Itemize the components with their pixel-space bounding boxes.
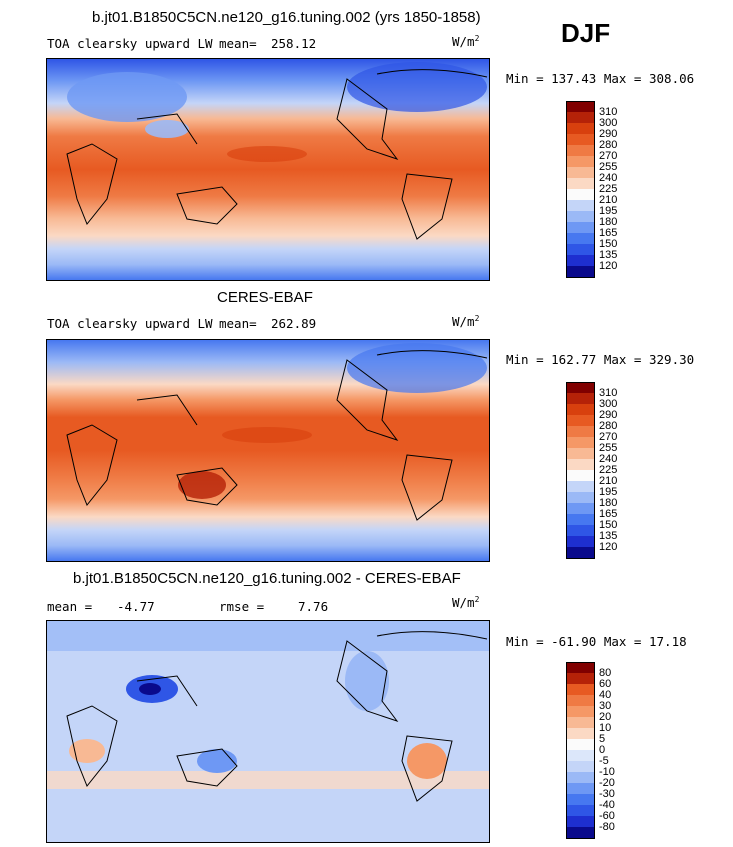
colorbar-tick-label: 225 xyxy=(599,464,618,476)
colorbar-tick-label: 10 xyxy=(599,722,612,734)
panel-1-min-max: Min = 137.43 Max = 308.06 xyxy=(506,71,695,86)
colorbar-tick-label: 240 xyxy=(599,172,618,184)
colorbar-tick-label: -30 xyxy=(599,788,615,800)
colorbar-tick-label: 225 xyxy=(599,183,618,195)
colorbar-tick-label: 120 xyxy=(599,541,618,553)
colorbar-box xyxy=(566,547,595,559)
panel-3-colorbar: 80 60 40 30 20 10 5 0 -5 -10 -20 -30 -40 -60 -80 xyxy=(566,662,686,839)
colorbar-tick-label: 120 xyxy=(599,260,618,272)
panel-1-mean-label: mean= xyxy=(219,36,257,51)
panel-2-subtitle: TOA clearsky upward LW xyxy=(47,316,213,331)
colorbar-tick-label: 180 xyxy=(599,497,618,509)
panel-1-heading: b.jt01.B1850C5CN.ne120_g16.tuning.002 (y… xyxy=(92,9,481,26)
panel-2-units: W/m2 xyxy=(452,314,480,330)
colorbar-tick-label: 150 xyxy=(599,519,618,531)
colorbar-tick-label: 135 xyxy=(599,530,618,542)
colorbar-box xyxy=(566,266,595,278)
panel-3-min-max: Min = -61.90 Max = 17.18 xyxy=(506,634,687,649)
panel-1-mean-value: 258.12 xyxy=(271,36,317,51)
colorbar-tick-label: -5 xyxy=(599,755,609,767)
panel-1-map-svg xyxy=(47,59,489,280)
colorbar-tick-label: -20 xyxy=(599,777,615,789)
colorbar-tick-label: 20 xyxy=(599,711,612,723)
panel-3-mean-label: mean = xyxy=(47,599,93,614)
colorbar-tick-label: 60 xyxy=(599,678,612,690)
colorbar-tick-label: 270 xyxy=(599,431,618,443)
colorbar-tick-label: 210 xyxy=(599,194,618,206)
colorbar-tick-label: 310 xyxy=(599,106,618,118)
colorbar-tick-label: -40 xyxy=(599,799,615,811)
colorbar-tick-label: 240 xyxy=(599,453,618,465)
colorbar-tick-label: 210 xyxy=(599,475,618,487)
panel-3-map xyxy=(46,620,490,843)
colorbar-tick-label: 300 xyxy=(599,398,618,410)
panel-2-min-max: Min = 162.77 Max = 329.30 xyxy=(506,352,695,367)
colorbar-tick-label: -80 xyxy=(599,821,615,833)
panel-1-units: W/m2 xyxy=(452,34,480,50)
panel-2-map-svg xyxy=(47,340,489,561)
colorbar-tick-label: 195 xyxy=(599,486,618,498)
panel-3-rmse-value: 7.76 xyxy=(298,599,329,614)
colorbar-tick-label: 30 xyxy=(599,700,612,712)
panel-2-mean-value: 262.89 xyxy=(271,316,317,331)
colorbar-tick-label: 270 xyxy=(599,150,618,162)
colorbar-tick-label: 255 xyxy=(599,442,618,454)
panel-3-mean-value: -4.77 xyxy=(117,599,155,614)
colorbar-tick-label: 5 xyxy=(599,733,606,745)
colorbar-tick-label: 280 xyxy=(599,139,618,151)
colorbar-tick-label: 290 xyxy=(599,409,618,421)
colorbar-tick-label: 300 xyxy=(599,117,618,129)
panel-3-units: W/m2 xyxy=(452,595,480,611)
colorbar-tick-label: -10 xyxy=(599,766,615,778)
colorbar-box xyxy=(566,827,595,839)
colorbar-tick-label: 150 xyxy=(599,238,618,250)
colorbar-tick-label: 255 xyxy=(599,161,618,173)
panel-1-subtitle: TOA clearsky upward LW xyxy=(47,36,213,51)
colorbar-tick-label: 165 xyxy=(599,508,618,520)
colorbar-tick-label: 180 xyxy=(599,216,618,228)
panel-1-colorbar: 310 300 290 280 270 255 240 225 210 195 180 165 150 1… xyxy=(566,101,686,278)
colorbar-tick-label: -60 xyxy=(599,810,615,822)
colorbar-tick-label: 195 xyxy=(599,205,618,217)
colorbar-tick-label: 80 xyxy=(599,667,612,679)
panel-3-map-svg xyxy=(47,621,489,842)
panel-2-colorbar: 310 300 290 280 270 255 240 225 210 195 180 165 150 1… xyxy=(566,382,686,559)
panel-3-heading: b.jt01.B1850C5CN.ne120_g16.tuning.002 - … xyxy=(73,570,461,587)
colorbar-tick-label: 165 xyxy=(599,227,618,239)
panel-2-heading: CERES-EBAF xyxy=(217,289,313,306)
panel-2-mean-label: mean= xyxy=(219,316,257,331)
panel-3-rmse-label: rmse = xyxy=(219,599,265,614)
colorbar-tick-label: 290 xyxy=(599,128,618,140)
colorbar-tick-label: 280 xyxy=(599,420,618,432)
panel-1-map xyxy=(46,58,490,281)
colorbar-tick-label: 0 xyxy=(599,744,606,756)
season-label: DJF xyxy=(561,18,611,48)
colorbar-tick-label: 135 xyxy=(599,249,618,261)
colorbar-tick-label: 310 xyxy=(599,387,618,399)
panel-2-map xyxy=(46,339,490,562)
colorbar-tick-label: 40 xyxy=(599,689,612,701)
